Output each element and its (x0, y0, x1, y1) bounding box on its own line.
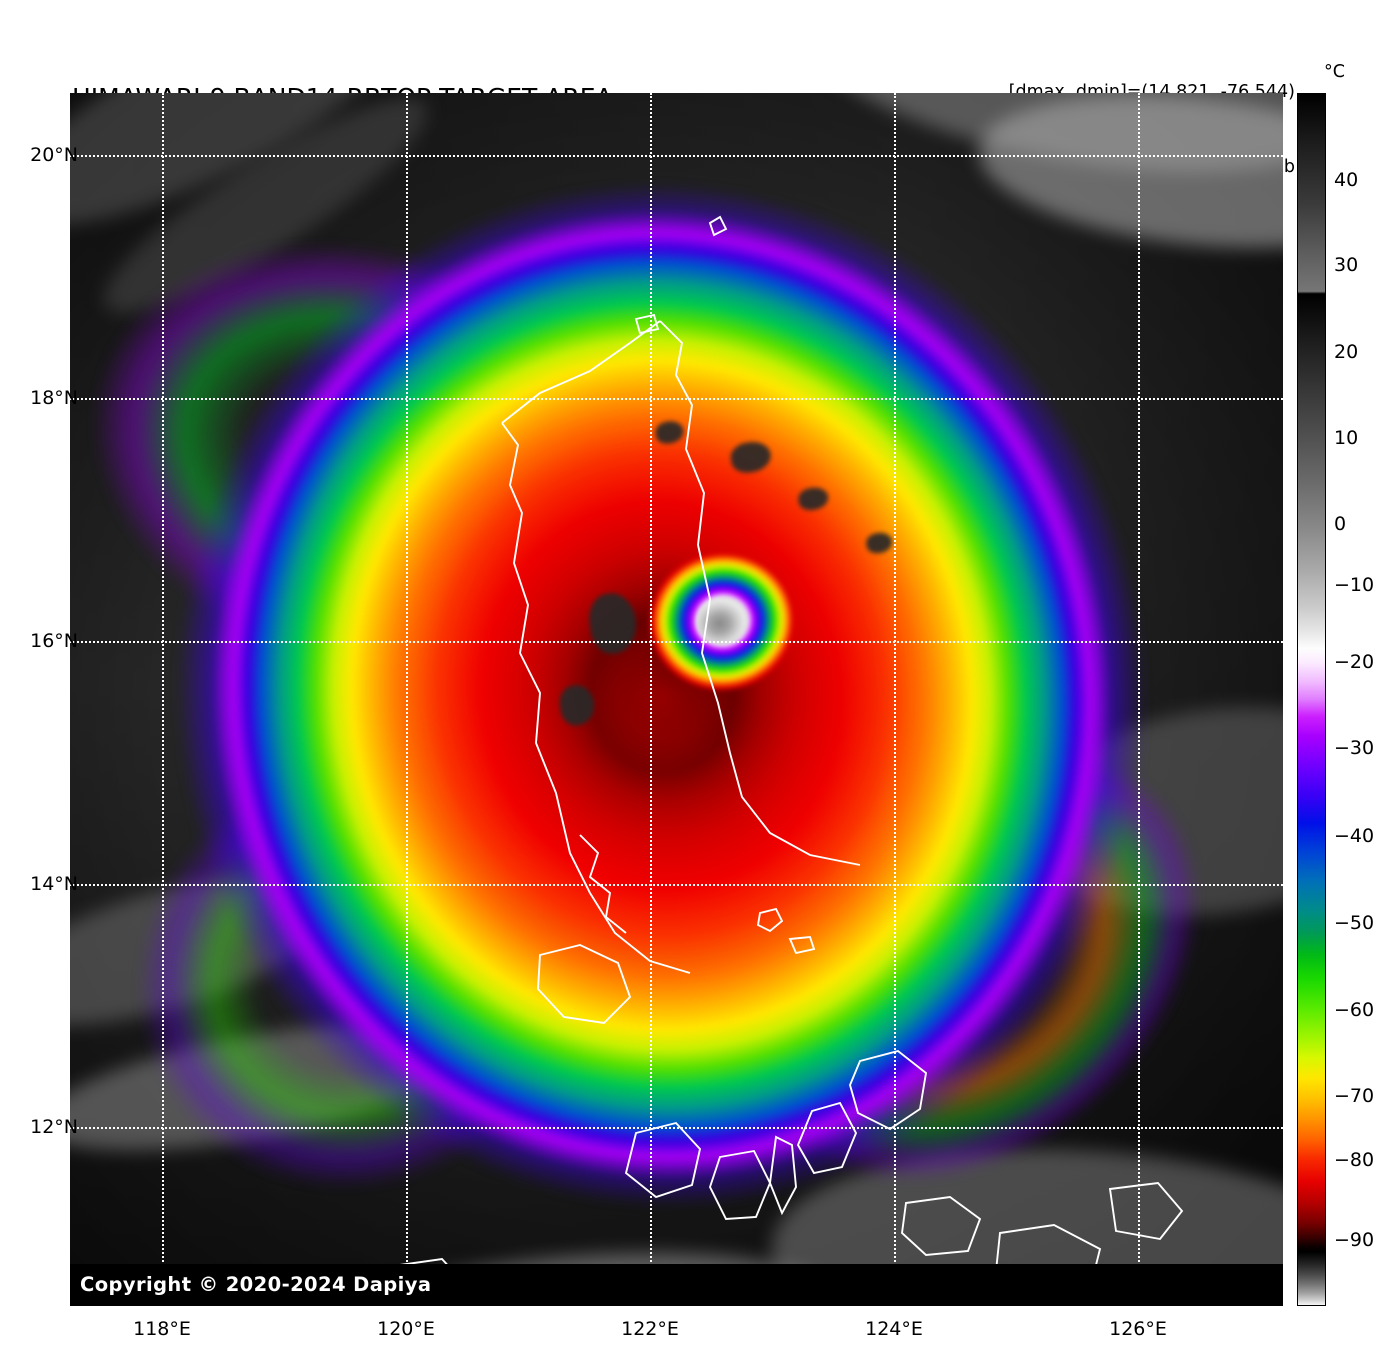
colorbar-tick-neg70: −70 (1334, 1085, 1375, 1107)
colorbar-tick-30: 30 (1334, 254, 1359, 276)
lon-label-126e: 126°E (1109, 1318, 1167, 1340)
lon-label-118e: 118°E (133, 1318, 191, 1340)
satellite-plot-area: Copyright © 2020-2024 Dapiya (70, 93, 1283, 1306)
lat-label-14n: 14°N (30, 873, 78, 895)
lat-label-20n: 20°N (30, 144, 78, 166)
colorbar-tick-0: 0 (1334, 513, 1347, 535)
temperature-colorbar (1297, 93, 1326, 1306)
typhoon-man-yi (70, 93, 1283, 1302)
colorbar-tick-neg40: −40 (1334, 825, 1375, 847)
colorbar-tick-neg20: −20 (1334, 651, 1375, 673)
colorbar-tick-10: 10 (1334, 427, 1359, 449)
colorbar-tick-neg50: −50 (1334, 912, 1375, 934)
lon-label-124e: 124°E (865, 1318, 923, 1340)
colorbar-tick-40: 40 (1334, 169, 1359, 191)
lat-label-18n: 18°N (30, 387, 78, 409)
colorbar-unit-label: °C (1324, 62, 1345, 82)
colorbar-tick-20: 20 (1334, 341, 1359, 363)
satellite-scene (70, 93, 1283, 1306)
colorbar-tick-neg80: −80 (1334, 1149, 1375, 1171)
lat-label-16n: 16°N (30, 630, 78, 652)
lon-label-120e: 120°E (377, 1318, 435, 1340)
lat-label-12n: 12°N (30, 1116, 78, 1138)
colorbar-tick-neg10: −10 (1334, 574, 1375, 596)
lon-label-122e: 122°E (621, 1318, 679, 1340)
colorbar-tick-neg30: −30 (1334, 737, 1375, 759)
colorbar-tick-neg60: −60 (1334, 999, 1375, 1021)
satellite-scene-clip (70, 93, 1283, 1306)
copyright-banner: Copyright © 2020-2024 Dapiya (70, 1264, 1283, 1306)
colorbar-tick-neg90: −90 (1334, 1229, 1375, 1251)
